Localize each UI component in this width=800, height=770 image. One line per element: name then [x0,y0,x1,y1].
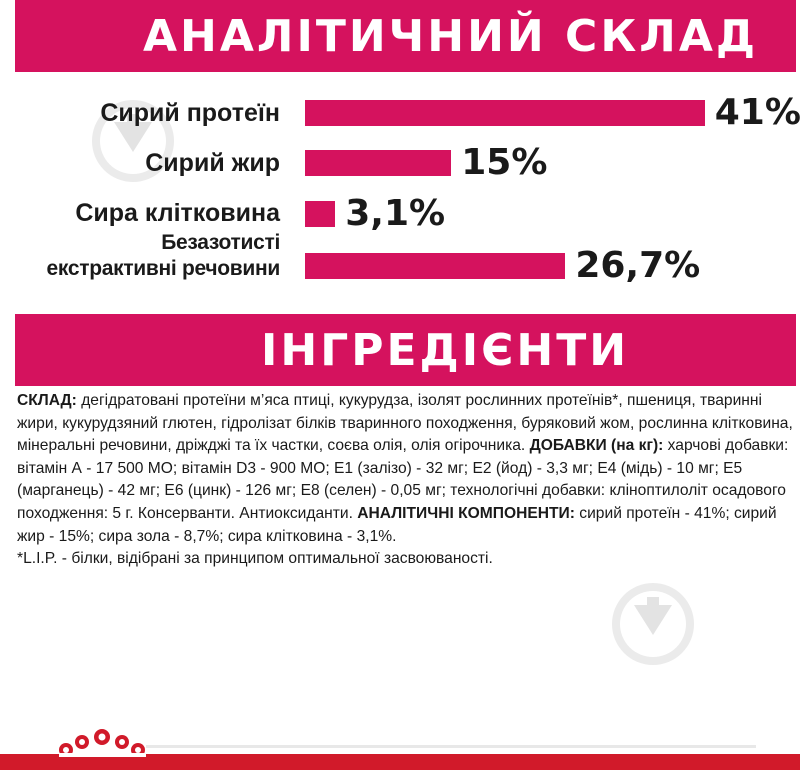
additives-text: харчові добавки: вітамін А - 17 500 МО; … [17,437,789,522]
ingredients-title: ІНГРЕДІЄНТИ [261,324,630,376]
bar-value: 3,1% [345,193,446,234]
bar-value: 41% [714,92,800,133]
bar-row-crude-fat: Сирий жир 15% [0,140,800,190]
watermark-icon [612,583,694,665]
bar-value: 15% [461,142,548,183]
ingredients-text: СКЛАД: дегідратовані протеїни м’яса птиц… [17,390,797,571]
bar-row-crude-protein: Сирий протеїн 41% [0,90,800,140]
bar-row-nitrogen-free-extract: Безазотисті екстрактивні речовини 26,7% [0,230,800,286]
composition-text: дегідратовані протеїни м’яса птиці, куку… [17,392,793,455]
composition-label: СКЛАД: [17,392,77,409]
watermark-icon [92,100,174,182]
ingredients-banner: ІНГРЕДІЄНТИ [15,314,796,386]
bar [305,150,452,176]
bar-row-crude-fibre: Сира клітковина 3,1% [0,190,800,240]
bar [305,201,336,227]
royal-canin-crown-logo [55,729,150,766]
bar-value: 26,7% [575,245,701,286]
analytical-composition-banner: АНАЛІТИЧНИЙ СКЛАД [15,0,796,72]
bar-label: Безазотисті екстрактивні речовини [46,231,281,280]
footer-brand-strip [0,754,800,770]
analytical-components-text: сирий протеїн - 41%; сирий жир - 15%; си… [17,504,777,545]
bar [305,100,705,126]
analytical-composition-title: АНАЛІТИЧНИЙ СКЛАД [143,10,759,62]
analytical-components-label: АНАЛІТИЧНІ КОМПОНЕНТИ: [357,504,575,522]
footer-divider [146,745,756,748]
footnote: *L.I.P. - білки, відібрані за принципом … [17,550,493,568]
bar-label: Сира клітковина [75,199,280,227]
bar-label: Сирий протеїн [100,99,280,127]
bar-label: Сирий жир [145,149,280,177]
bar [305,253,566,279]
additives-label: ДОБАВКИ (на кг): [529,437,664,455]
